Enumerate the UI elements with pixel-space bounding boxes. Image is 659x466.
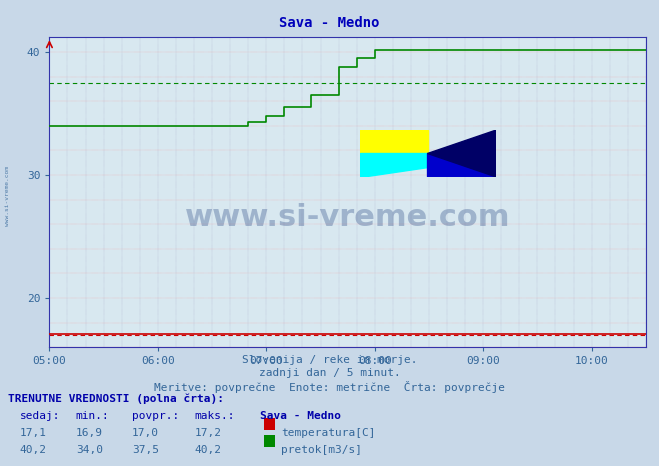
Bar xyxy=(360,130,428,153)
Text: 40,2: 40,2 xyxy=(194,445,221,455)
Polygon shape xyxy=(360,153,428,177)
Polygon shape xyxy=(428,130,496,177)
Text: 17,1: 17,1 xyxy=(20,428,47,438)
Text: Slovenija / reke in morje.: Slovenija / reke in morje. xyxy=(242,355,417,365)
Text: maks.:: maks.: xyxy=(194,411,235,421)
Text: www.si-vreme.com: www.si-vreme.com xyxy=(5,166,11,226)
Text: Sava - Medno: Sava - Medno xyxy=(279,16,380,30)
Text: TRENUTNE VREDNOSTI (polna črta):: TRENUTNE VREDNOSTI (polna črta): xyxy=(8,394,224,404)
Text: min.:: min.: xyxy=(76,411,109,421)
Text: www.si-vreme.com: www.si-vreme.com xyxy=(185,203,510,232)
Text: sedaj:: sedaj: xyxy=(20,411,60,421)
Text: zadnji dan / 5 minut.: zadnji dan / 5 minut. xyxy=(258,368,401,378)
Text: temperatura[C]: temperatura[C] xyxy=(281,428,376,438)
Text: 40,2: 40,2 xyxy=(20,445,47,455)
Text: 34,0: 34,0 xyxy=(76,445,103,455)
Text: 17,2: 17,2 xyxy=(194,428,221,438)
Text: 16,9: 16,9 xyxy=(76,428,103,438)
Text: povpr.:: povpr.: xyxy=(132,411,179,421)
Text: 17,0: 17,0 xyxy=(132,428,159,438)
Text: pretok[m3/s]: pretok[m3/s] xyxy=(281,445,362,455)
Text: Sava - Medno: Sava - Medno xyxy=(260,411,341,421)
Polygon shape xyxy=(428,153,496,177)
Text: Meritve: povprečne  Enote: metrične  Črta: povprečje: Meritve: povprečne Enote: metrične Črta:… xyxy=(154,381,505,393)
Text: 37,5: 37,5 xyxy=(132,445,159,455)
